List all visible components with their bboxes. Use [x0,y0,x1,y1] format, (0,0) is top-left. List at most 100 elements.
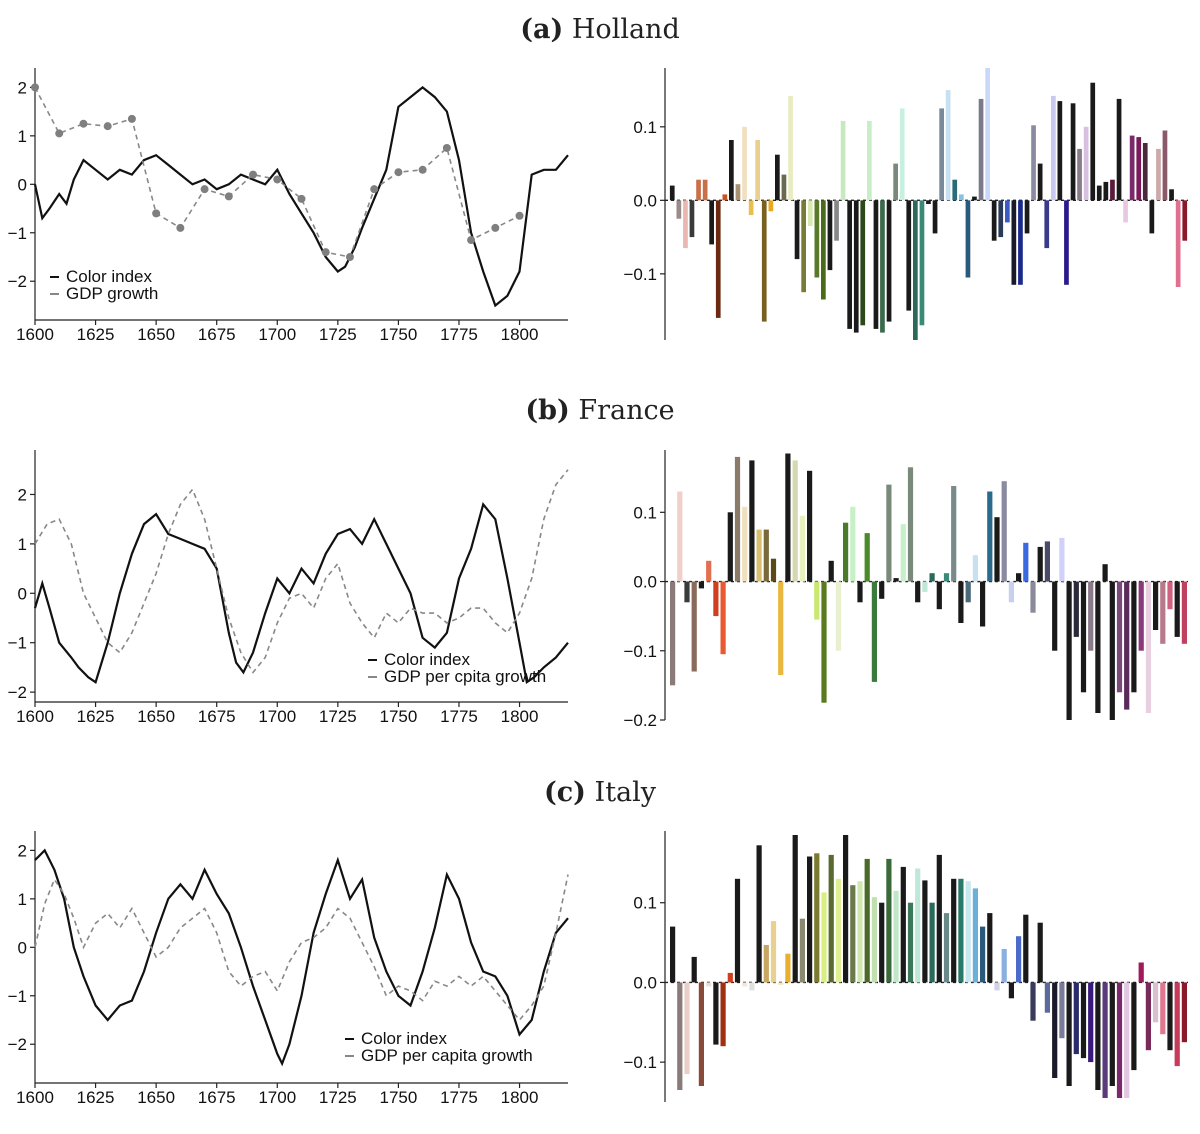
gdp-data-point [31,83,39,92]
bar [1124,982,1130,1098]
bar [1080,982,1087,1059]
bar [1051,95,1056,201]
bar [821,892,827,983]
bar [670,581,676,686]
y-tick-label: 2 [18,841,27,860]
x-tick-label: 1625 [77,325,115,344]
bar [879,902,885,983]
bar [1181,982,1187,1043]
bar [1052,982,1058,1078]
bar [1167,581,1173,610]
gdp-data-point [55,129,64,138]
bar [1018,200,1023,285]
bar [709,200,714,245]
bar [1064,200,1069,285]
x-tick-label: 1675 [198,325,236,344]
legend-label: Color index [384,650,470,669]
bar [972,555,978,582]
bar [1077,148,1082,201]
gdp-growth-line [34,469,569,674]
bar [1131,982,1137,1071]
bar [722,194,728,201]
bar [1109,982,1115,1086]
y-tick-label: 1 [18,890,27,909]
x-tick-label: 1725 [319,325,357,344]
bar [1030,581,1036,613]
bar [922,880,928,983]
bar [1088,581,1094,651]
y-tick-label: −2 [8,1035,27,1054]
bar [781,174,787,201]
bar [727,512,733,582]
gdp-data-point [127,114,136,123]
x-tick-label: 1600 [16,1088,54,1107]
bar [1070,103,1076,201]
y-tick-label: 1 [18,535,27,554]
bar [994,982,1000,991]
y-tick-label: −2 [8,272,27,291]
bar [1129,135,1135,201]
bar [684,982,690,1075]
bar [886,858,892,983]
bar [1001,949,1007,983]
x-tick-label: 1625 [77,1088,115,1107]
bar [926,200,931,204]
bar [734,878,741,983]
x-tick-label: 1700 [258,325,296,344]
bar [1110,179,1115,201]
bar [1153,982,1159,1023]
bar [857,881,863,983]
bar [696,179,701,201]
bar [919,200,925,326]
bar [821,200,826,300]
gdp-data-point [200,185,209,194]
bar [952,179,958,201]
bar [1182,200,1188,241]
bar [785,953,791,983]
italy-bar-chart: 0.1 0.0 −0.1 [623,831,1188,1102]
bar [677,982,683,1090]
bar [915,868,921,983]
bar [729,140,734,201]
bar [1142,143,1148,201]
y-tick-label: 2 [18,78,27,97]
bar [706,982,712,987]
bar [742,506,748,582]
bar [821,581,827,703]
bar [1095,982,1101,1090]
bar [1116,98,1122,201]
gdp-data-point [418,165,427,174]
y-tick-label: 0 [18,938,27,957]
bar [1156,148,1161,201]
gdp-data-point [224,192,233,201]
bar [1008,581,1014,603]
gdp-data-point [249,170,258,179]
y-tick-label: −1 [8,987,27,1006]
bar [1145,581,1151,713]
bar [1066,581,1072,720]
bar [778,581,784,675]
y-tick-label: 1 [18,127,27,146]
bar [913,200,918,340]
bar [1167,982,1173,1051]
bar [828,854,834,983]
bar [1059,537,1065,582]
color-index-line [33,502,569,685]
gdp-data-point [467,236,476,245]
bar [683,200,688,249]
bar [1153,581,1159,630]
bar [936,581,942,610]
x-tick-label: 1600 [16,325,54,344]
x-tick-label: 1725 [319,1088,357,1107]
bar [1136,137,1142,201]
gdp-data-point [79,119,88,128]
x-tick-label: 1775 [440,325,478,344]
bar [994,517,1000,582]
gdp-data-point [176,223,185,232]
x-tick-label: 1675 [198,1088,236,1107]
bar [939,108,944,201]
y-tick-label: 2 [18,485,27,504]
legend-label: Color index [361,1029,447,1048]
italy-line-chart: 1600 1625 1650 1675 1700 1725 1750 1775 1800 −2 −1… [8,831,569,1107]
bar [893,163,898,201]
